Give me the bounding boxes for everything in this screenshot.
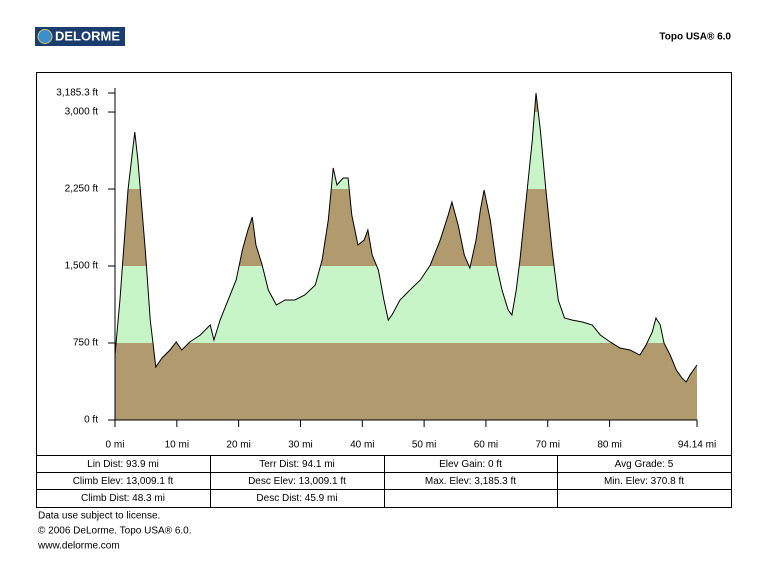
y-tick-label: 3,185.3 ft: [56, 88, 98, 99]
table-cell: Desc Dist: 45.9 mi: [256, 493, 337, 504]
y-tick-label: 1,500 ft: [65, 261, 99, 272]
logo: DELORME: [55, 28, 120, 43]
footer-line: Data use subject to license.: [38, 511, 160, 522]
elevation-band: [115, 189, 697, 267]
product-title: Topo USA® 6.0: [659, 32, 731, 43]
elevation-band: [115, 266, 697, 344]
x-tick-label: 70 mi: [536, 440, 560, 451]
x-tick-label: 40 mi: [350, 440, 374, 451]
logo-box: [35, 27, 125, 46]
x-tick-label: 80 mi: [597, 440, 621, 451]
table-cell: Climb Dist: 48.3 mi: [81, 493, 165, 504]
x-tick-label: 10 mi: [165, 440, 189, 451]
y-tick-label: 3,000 ft: [65, 107, 99, 118]
logo-globe: [37, 29, 53, 44]
y-tick-label: 750 ft: [73, 338, 98, 349]
elevation-band: [115, 343, 697, 420]
x-tick-label: 20 mi: [226, 440, 250, 451]
y-tick-label: 2,250 ft: [65, 184, 99, 195]
table-cell: Terr Dist: 94.1 mi: [259, 459, 335, 470]
x-tick-label: 30 mi: [288, 440, 312, 451]
elevation-band: [115, 93, 697, 113]
elevation-band: [115, 112, 697, 190]
table-cell: Max. Elev: 3,185.3 ft: [425, 476, 516, 487]
table-cell: Climb Elev: 13,009.1 ft: [73, 476, 174, 487]
elevation-band: [115, 0, 697, 93]
stats-table: Lin Dist: 93.9 mi Terr Dist: 94.1 mi Elev …: [36, 455, 732, 508]
footer-line: www.delorme.com: [37, 541, 120, 552]
table-cell: Elev Gain: 0 ft: [439, 459, 502, 470]
profile-line: [114, 92, 698, 383]
y-tick-label: 0 ft: [84, 415, 98, 426]
table-cell: Min. Elev: 370.8 ft: [604, 476, 684, 487]
footer-line: © 2006 DeLorme. Topo USA® 6.0.: [38, 526, 192, 537]
x-tick-label: 94.14 mi: [678, 440, 716, 451]
x-tick-label: 50 mi: [412, 440, 436, 451]
x-tick-label: 60 mi: [474, 440, 498, 451]
table-cell: Lin Dist: 93.9 mi: [87, 459, 159, 470]
x-tick-label: 0 mi: [106, 440, 125, 451]
table-cell: Desc Elev: 13,009.1 ft: [248, 476, 346, 487]
table-cell: Avg Grade: 5: [615, 459, 674, 470]
